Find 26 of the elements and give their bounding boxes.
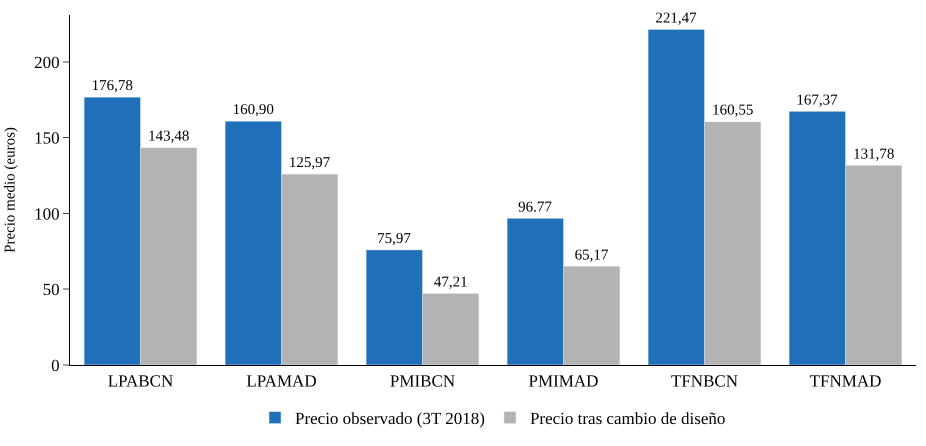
legend-label: Precio observado (3T 2018) [295,409,485,428]
data-label: 65,17 [574,247,609,264]
legend-label: Precio tras cambio de diseño [530,409,726,428]
y-tick-label: 50 [42,280,60,300]
data-label: 47,21 [434,274,468,290]
data-label: 96.77 [518,199,552,216]
y-tick-label: 100 [34,204,60,224]
data-label: 131,78 [853,146,894,162]
y-tick-label: 0 [51,356,60,375]
x-tick-label: TFNMAD [810,371,882,390]
data-label: 167,37 [796,92,838,108]
x-tick-label: PMIMAD [528,371,598,390]
data-label: 160,55 [712,102,754,119]
data-label: 221,47 [655,10,698,26]
data-label: 75,97 [377,230,412,247]
data-label: 143,48 [148,128,190,145]
x-tick-label: TFNBCN [670,371,738,390]
x-tick-label: LPABCN [108,371,174,390]
y-tick-label: 150 [34,128,60,148]
x-tick-label: LPAMAD [246,371,317,390]
data-label: 125,97 [288,155,331,172]
data-label: 176,78 [92,78,133,94]
y-tick-label: 200 [34,52,60,72]
x-tick-label: PMIBCN [390,371,456,390]
y-axis-title: Precio medio (euros) [2,127,18,253]
data-label: 160,90 [232,102,274,118]
